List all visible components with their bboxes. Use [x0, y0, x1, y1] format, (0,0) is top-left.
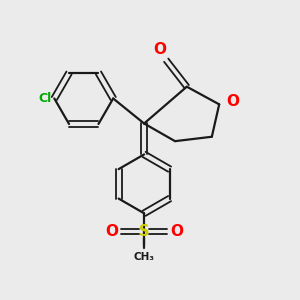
- Text: O: O: [153, 42, 166, 57]
- Text: O: O: [170, 224, 183, 239]
- Text: S: S: [139, 224, 149, 239]
- Text: O: O: [105, 224, 118, 239]
- Text: CH₃: CH₃: [134, 252, 154, 262]
- Text: O: O: [226, 94, 240, 109]
- Text: Cl: Cl: [38, 92, 51, 105]
